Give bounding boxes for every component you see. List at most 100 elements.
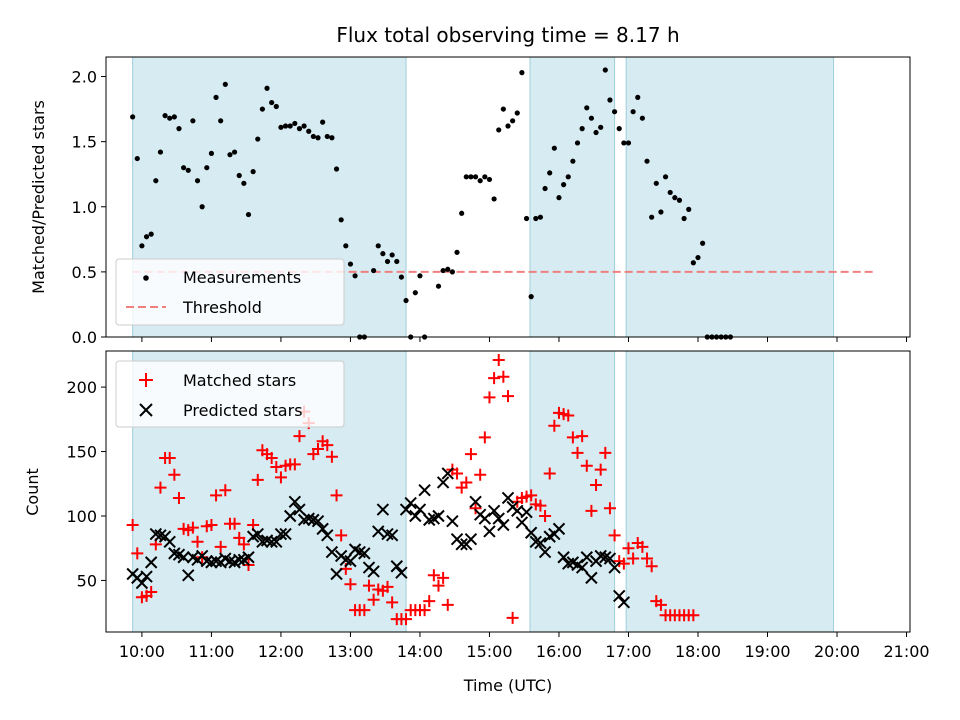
measurement-point [245,211,252,218]
measurement-point [491,196,497,202]
matched-star-point [548,419,561,432]
matched-star-point [163,451,176,464]
measurement-point [162,113,168,119]
bottom-x-tick-label: 15:00 [466,642,512,661]
measurement-point [157,149,164,155]
measurement-point [667,189,673,196]
matched-star-point [335,529,348,542]
measurement-point [542,185,548,192]
bottom-y-axis: 50 100 150 200 [66,378,106,590]
measurement-point [445,266,451,272]
matched-star-point [321,439,334,452]
measurement-point [264,85,270,91]
measurement-point [435,283,442,289]
top-x-ticks [141,337,908,342]
measurement-point [389,252,395,258]
measurement-point [621,140,627,146]
top-panel: 0.00.51.01.52.0 Matched/Predicted stars … [29,56,911,347]
predicted-star-point [274,527,288,541]
predicted-star-point [321,529,334,542]
matched-star-point [474,468,487,481]
top-y-tick-label: 1.0 [72,198,97,217]
predicted-star-point [497,518,510,532]
matched-star-point [386,596,399,609]
measurement-point [486,176,493,183]
bottom-x-tick-label: 20:00 [814,642,860,661]
measurement-point [148,231,154,237]
top-y-tick-label: 1.5 [72,133,97,152]
matched-star-point [205,519,218,532]
measurement-point [658,209,664,215]
measurement-point [176,126,182,132]
measurement-point [278,124,284,130]
measurement-point [134,155,140,162]
predicted-stars-series [126,467,631,609]
measurement-point [287,123,293,129]
measurement-point [204,165,210,171]
matched-star-point [622,542,635,555]
predicted-star-point [483,525,496,538]
predicted-star-point [487,504,501,518]
matched-star-point [478,431,491,444]
measurement-point [222,81,228,87]
measurement-point [593,129,599,136]
matched-star-point [488,372,501,385]
matched-star-point [233,531,246,544]
measurement-point [598,124,604,130]
top-y-tick-label: 2.0 [72,68,97,87]
measurement-point [672,195,678,201]
measurement-point [241,180,247,186]
predicted-star-point [372,525,385,538]
measurement-point [412,290,418,296]
matched-star-point [358,604,371,617]
matched-star-point [469,502,482,515]
predicted-star-point [557,551,570,564]
predicted-star-point [242,551,255,564]
measurement-point [653,180,659,186]
predicted-star-point [376,503,390,516]
predicted-star-point [233,553,246,567]
matched-star-point [636,540,649,553]
measurement-point [338,217,344,223]
measurement-point [347,261,354,267]
matched-star-point [451,467,464,480]
top-observing-window-1 [529,56,616,338]
legend-matched-label: Matched stars [183,371,296,390]
matched-star-point [687,609,700,622]
measurement-point [463,174,469,180]
bottom-x-tick-label: 11:00 [188,642,234,661]
matched-star-point [502,390,514,403]
measurement-point [579,126,585,132]
bottom-y-axis-label: Count [23,468,42,516]
measurement-point [333,166,340,172]
predicted-star-point [575,561,589,574]
matched-star-point [580,459,593,472]
measurement-point [454,249,460,255]
matched-star-point [362,579,375,592]
measurement-point [625,140,632,146]
matched-star-point [464,448,477,461]
measurement-point [584,105,590,111]
matched-star-point [270,461,283,474]
chart-title: Flux total observing time = 8.17 h [336,23,679,47]
measurement-point [649,214,655,220]
measurement-point [611,109,618,115]
bottom-x-axis: 10:00 11:00 12:00 13:00 14:00 15:00 16:00 17:00… [119,632,930,661]
bottom-x-tick-label: 18:00 [675,642,721,661]
measurement-point [296,126,303,132]
predicted-star-point [501,491,515,505]
matched-star-point [603,502,616,515]
matched-star-point [219,484,232,497]
predicted-star-point [283,509,297,523]
predicted-star-point [524,526,538,539]
predicted-star-point [251,527,264,541]
matched-star-point [585,504,598,517]
bottom-x-tick-label: 14:00 [397,642,443,661]
measurement-point [398,274,405,280]
measurement-point [686,206,692,212]
measurement-point [514,110,520,116]
measurement-point [199,204,205,210]
measurement-point [259,106,265,112]
matched-star-point [423,595,436,608]
